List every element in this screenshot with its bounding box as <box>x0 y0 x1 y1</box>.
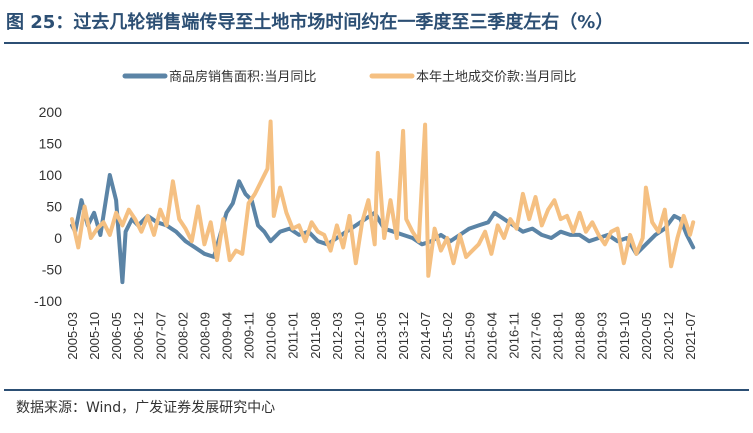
y-tick-label: 50 <box>46 199 62 215</box>
x-tick-label: 2013-05 <box>374 312 389 360</box>
legend-label-1: 商品房销售面积:当月同比 <box>169 69 316 85</box>
x-tick-label: 2011-08 <box>308 312 323 359</box>
x-tick-label: 2015-09 <box>462 312 477 360</box>
x-axis: 2005-03 2005-10 2006-05 2006-12 2007-07 2008-… <box>65 312 698 360</box>
series-line-2 <box>70 119 696 278</box>
x-tick-label: 2005-10 <box>87 312 102 360</box>
x-tick-label: 2017-06 <box>529 312 544 360</box>
x-tick-label: 2012-10 <box>352 312 367 360</box>
x-tick-label: 2012-03 <box>330 312 345 360</box>
x-tick-label: 2010-06 <box>264 312 279 360</box>
footer-divider <box>4 389 749 391</box>
x-tick-label: 2020-05 <box>639 312 654 360</box>
y-tick-label: 150 <box>39 136 63 152</box>
x-tick-label: 2018-01 <box>551 312 566 360</box>
legend-label-2: 本年土地成交价款:当月同比 <box>416 69 576 85</box>
x-tick-label: 2005-03 <box>65 312 80 360</box>
y-tick-label: 100 <box>39 167 63 183</box>
y-tick-label: 200 <box>39 104 63 120</box>
x-tick-label: 2013-12 <box>396 312 411 360</box>
title-divider <box>4 42 749 44</box>
x-tick-label: 2020-12 <box>661 312 676 360</box>
y-tick-label: 0 <box>54 230 62 246</box>
y-axis: -100 -50 0 50 100 150 200 <box>34 104 62 309</box>
chart-title: 图 25：过去几轮销售端传导至土地市场时间约在一季度至三季度左右（%） <box>6 12 614 33</box>
x-tick-label: 2009-11 <box>242 312 257 359</box>
x-tick-label: 2016-04 <box>484 312 499 360</box>
x-tick-label: 2019-03 <box>595 312 610 360</box>
source-note: 数据来源：Wind，广发证券发展研究中心 <box>16 400 276 416</box>
legend: 商品房销售面积:当月同比 本年土地成交价款:当月同比 <box>122 69 576 85</box>
x-tick-label: 2009-04 <box>220 312 235 360</box>
x-tick-label: 2016-11 <box>506 312 521 359</box>
x-tick-label: 2015-02 <box>440 312 455 360</box>
x-tick-label: 2006-05 <box>109 312 124 360</box>
x-tick-label: 2008-09 <box>197 312 212 360</box>
x-tick-label: 2021-07 <box>683 312 698 360</box>
x-tick-label: 2014-07 <box>418 312 433 360</box>
x-tick-label: 2008-02 <box>175 312 190 360</box>
x-tick-label: 2011-01 <box>286 312 301 359</box>
x-tick-label: 2018-08 <box>573 312 588 360</box>
x-tick-label: 2019-10 <box>617 312 632 360</box>
y-tick-label: -100 <box>34 293 62 309</box>
x-tick-label: 2007-07 <box>153 312 168 360</box>
plot-area <box>70 119 696 285</box>
x-tick-label: 2006-12 <box>131 312 146 360</box>
line-chart: 商品房销售面积:当月同比 本年土地成交价款:当月同比 -100 -50 0 50 100 1… <box>34 69 698 360</box>
y-tick-label: -50 <box>42 262 62 278</box>
series-line-1 <box>70 173 696 285</box>
